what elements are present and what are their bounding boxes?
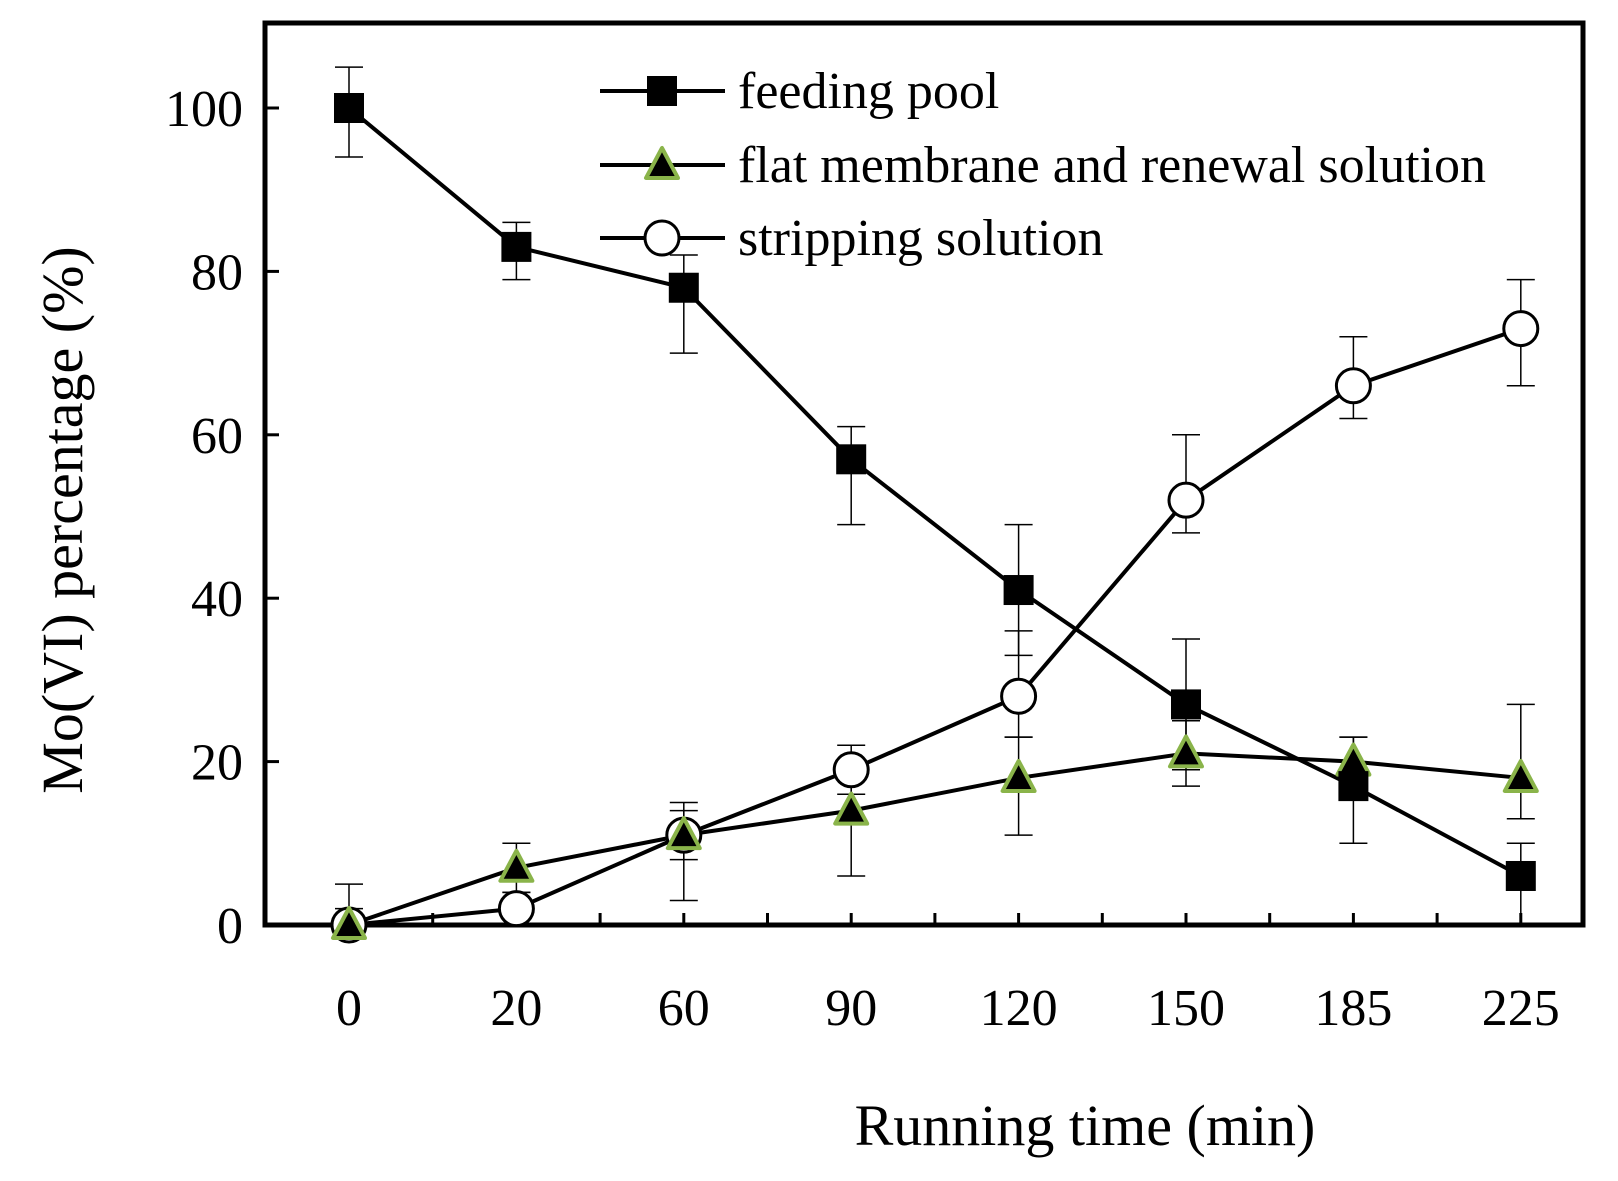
x-tick-label: 225 xyxy=(1482,980,1560,1037)
y-tick-label: 100 xyxy=(165,81,243,138)
data-point-3 xyxy=(1334,367,1372,405)
data-point-2 xyxy=(1502,758,1539,793)
data-point-1 xyxy=(334,93,364,123)
y-tick-label: 80 xyxy=(191,244,243,301)
data-point-2 xyxy=(665,816,702,851)
data-point-1 xyxy=(501,231,532,262)
legend-marker xyxy=(647,76,677,106)
data-point-1 xyxy=(1171,689,1201,720)
legend-label: stripping solution xyxy=(738,210,1103,267)
data-point-3 xyxy=(1167,481,1205,519)
data-point-2 xyxy=(331,906,367,940)
x-tick-label: 60 xyxy=(658,980,710,1037)
data-point-3 xyxy=(497,890,535,928)
y-axis: 0 20 40 60 80 100 xyxy=(165,81,279,955)
data-point-2 xyxy=(498,848,535,883)
data-point-2 xyxy=(1168,734,1204,769)
data-point-3 xyxy=(1502,310,1540,348)
x-tick-label: 0 xyxy=(336,980,362,1037)
x-tick-label: 90 xyxy=(825,980,877,1037)
y-tick-label: 20 xyxy=(191,735,243,792)
x-tick-label: 20 xyxy=(490,980,542,1037)
x-tick-label: 185 xyxy=(1314,980,1392,1037)
data-point-1 xyxy=(836,444,867,475)
y-tick-label: 40 xyxy=(191,571,243,628)
legend: feeding pool flat membrane and renewal so… xyxy=(600,63,1486,267)
data-point-3 xyxy=(832,751,870,789)
y-tick-label: 60 xyxy=(191,408,243,465)
legend-label: flat membrane and renewal solution xyxy=(738,137,1486,194)
legend-marker xyxy=(644,146,680,180)
legend-label: feeding pool xyxy=(738,63,999,120)
y-tick-label: 0 xyxy=(217,898,243,955)
data-point-2 xyxy=(833,791,870,826)
series-line-2 xyxy=(348,751,1521,927)
series-line-1 xyxy=(347,106,1522,878)
data-point-1 xyxy=(1505,860,1536,891)
x-axis: 0 20 60 90 120 150 185 225 xyxy=(336,913,1560,1037)
x-axis-title: Running time (min) xyxy=(855,1093,1316,1158)
data-point-1 xyxy=(668,272,699,303)
data-point-1 xyxy=(1338,771,1369,802)
x-tick-label: 120 xyxy=(980,980,1058,1037)
legend-marker xyxy=(643,219,681,257)
data-point-2 xyxy=(1000,758,1037,793)
series-markers xyxy=(330,93,1540,944)
series-line-3 xyxy=(348,326,1522,927)
data-point-3 xyxy=(1000,677,1038,715)
series-lines xyxy=(347,106,1522,927)
y-axis-title: Mo(VI) percentage (%) xyxy=(30,246,95,794)
plot-frame xyxy=(262,20,1586,928)
x-tick-label: 150 xyxy=(1147,980,1225,1037)
data-point-1 xyxy=(1003,575,1034,606)
